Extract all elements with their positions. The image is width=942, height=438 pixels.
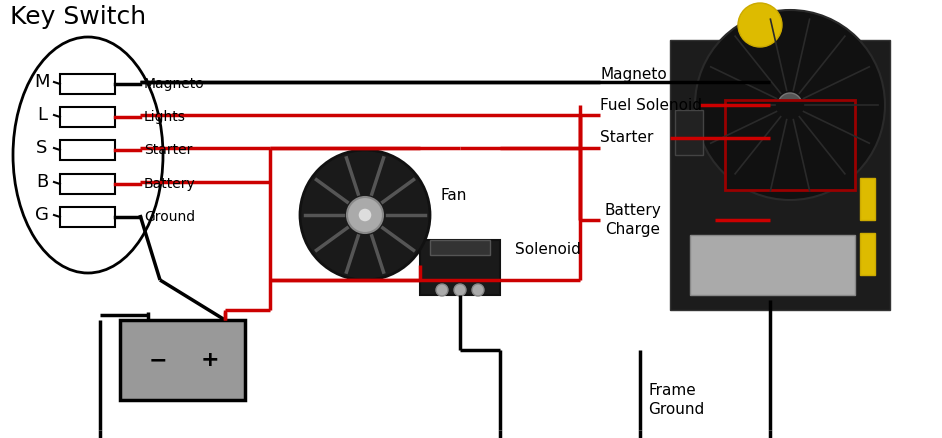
Text: Battery: Battery <box>144 177 196 191</box>
Bar <box>120 320 245 400</box>
Text: L: L <box>37 106 47 124</box>
Circle shape <box>300 150 430 280</box>
Circle shape <box>778 93 802 117</box>
Circle shape <box>738 3 782 47</box>
Text: Magneto: Magneto <box>600 67 667 82</box>
Bar <box>60 107 115 127</box>
Text: Frame
Ground: Frame Ground <box>648 383 705 417</box>
Bar <box>430 240 490 255</box>
Text: +: + <box>201 350 219 370</box>
Bar <box>690 235 855 295</box>
Bar <box>60 174 115 194</box>
Text: Key Switch: Key Switch <box>10 5 146 29</box>
Bar <box>860 233 875 275</box>
Text: M: M <box>34 73 50 91</box>
Bar <box>60 140 115 160</box>
Text: Battery
Charge: Battery Charge <box>605 203 661 237</box>
Bar <box>860 178 875 220</box>
Text: Lights: Lights <box>144 110 186 124</box>
Circle shape <box>695 10 885 200</box>
Text: Magneto: Magneto <box>144 77 204 91</box>
Bar <box>60 74 115 94</box>
Circle shape <box>436 284 448 296</box>
Circle shape <box>347 197 383 233</box>
Text: Starter: Starter <box>600 131 654 145</box>
Text: Ground: Ground <box>144 210 195 224</box>
Text: G: G <box>35 206 49 224</box>
Bar <box>60 207 115 227</box>
Text: Solenoid: Solenoid <box>515 243 581 258</box>
Circle shape <box>472 284 484 296</box>
Text: −: − <box>148 350 167 370</box>
Circle shape <box>454 284 466 296</box>
Bar <box>725 100 855 190</box>
Text: Fan: Fan <box>440 187 466 202</box>
Bar <box>670 40 890 310</box>
Text: B: B <box>36 173 48 191</box>
Circle shape <box>358 208 372 222</box>
Bar <box>420 240 500 295</box>
Bar <box>675 110 703 155</box>
Text: S: S <box>37 139 48 157</box>
Text: Starter: Starter <box>144 143 192 157</box>
Text: Fuel Solenoid: Fuel Solenoid <box>600 98 702 113</box>
